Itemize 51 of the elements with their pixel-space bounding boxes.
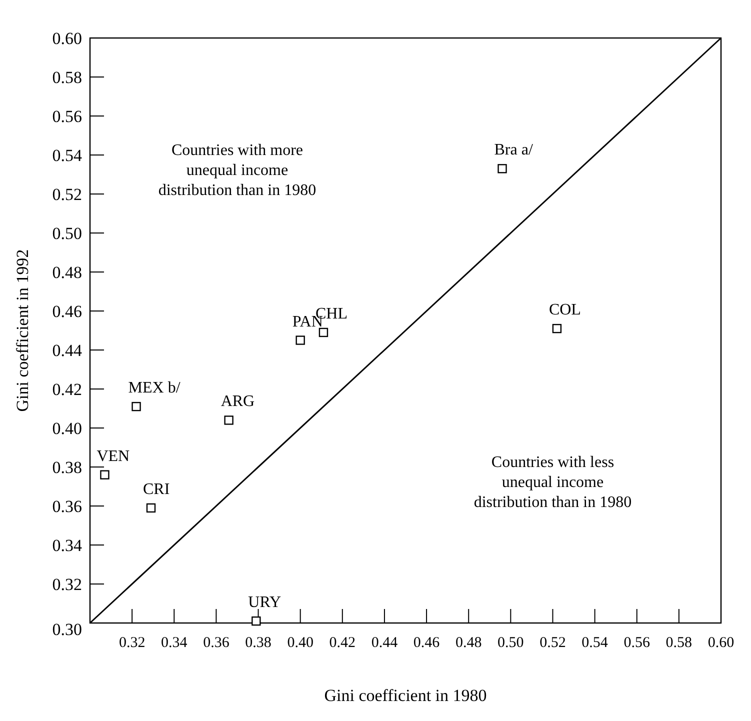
annotation: CRI — [142, 480, 170, 498]
x-tick-label: 0.36 — [203, 635, 230, 651]
annotation: URY — [248, 594, 282, 612]
x-tick-label: 0.44 — [371, 635, 398, 651]
annotation: COL — [548, 302, 581, 319]
point — [318, 328, 328, 338]
x-tick-label: 0.48 — [455, 635, 482, 651]
y-tick-label: 0.48 — [52, 263, 82, 282]
y-tick-label: 0.46 — [52, 302, 82, 321]
y-tick-label: 0.58 — [52, 68, 82, 87]
annotation: Countries with more unequal income distribution than in 1980 — [158, 142, 316, 199]
y-tick-label: 0.36 — [52, 497, 82, 516]
x-tick-label: 0.46 — [413, 635, 440, 651]
point — [552, 324, 562, 334]
annotation: MEX b/ — [128, 380, 181, 397]
x-tick-label: 0.42 — [329, 635, 356, 651]
annotation: Bra a/ — [494, 142, 534, 159]
y-tick-label: 0.40 — [52, 419, 82, 438]
x-tick-label: 0.52 — [540, 635, 566, 651]
x-tick-label: 0.54 — [582, 635, 608, 651]
x-tick-label: 0.40 — [287, 635, 314, 651]
y-tick-label: 0.52 — [52, 185, 82, 204]
y-tick-label: 0.34 — [52, 536, 82, 555]
x-tick-label: 0.34 — [161, 635, 188, 651]
y-tick-label: 0.38 — [52, 458, 82, 477]
x-tick-label: 0.56 — [624, 635, 650, 651]
point — [296, 336, 305, 345]
y-tick-label: 0.30 — [52, 620, 82, 639]
y-tick-label: 0.54 — [52, 146, 82, 165]
y-axis-title: Gini coefficient in 1992 — [13, 249, 32, 412]
annotation: ARG — [220, 393, 256, 410]
y-tick-label: 0.50 — [52, 224, 82, 243]
x-axis-title: Gini coefficient in 1980 — [324, 686, 487, 705]
y-tick-label: 0.56 — [52, 107, 82, 126]
point — [224, 416, 234, 425]
x-tick-label: 0.60 — [708, 635, 734, 651]
y-tick-label: 0.42 — [52, 380, 82, 399]
x-tick-label: 0.50 — [498, 635, 524, 651]
annotation: Countries with less unequal income distribution than in 1980 — [474, 454, 632, 511]
y-tick-label: 0.60 — [52, 29, 82, 48]
point — [132, 402, 141, 412]
y-tick-label: 0.32 — [52, 575, 82, 594]
x-tick-label: 0.58 — [666, 635, 692, 651]
x-tick-label: 0.38 — [245, 635, 272, 651]
point — [146, 503, 156, 513]
annotation: VEN — [96, 448, 130, 465]
y-tick-label: 0.44 — [52, 341, 82, 360]
point — [252, 616, 261, 626]
x-tick-label: 0.32 — [118, 635, 146, 651]
point — [498, 164, 507, 174]
point — [100, 470, 110, 480]
